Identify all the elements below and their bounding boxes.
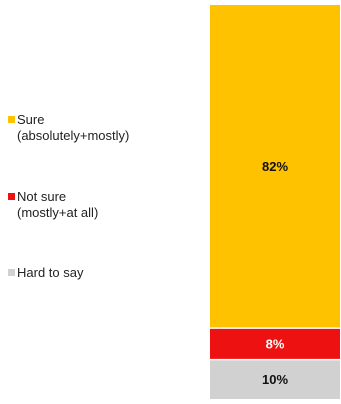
legend-label-not-sure: Not sure (mostly+at all) — [17, 189, 99, 220]
bar-segment-sure — [210, 5, 340, 329]
bar-segment-hard-to-say — [210, 359, 340, 399]
data-label-not-sure: 8% — [266, 336, 285, 351]
legend-item-not-sure: Not sure (mostly+at all) — [8, 189, 208, 221]
legend-swatch-hard-to-say — [8, 269, 15, 276]
legend-label-hard-to-say: Hard to say — [17, 265, 84, 280]
bar-segment-not-sure — [210, 328, 340, 360]
legend-swatch-not-sure — [8, 193, 15, 200]
legend-item-sure: Sure (absolutely+mostly) — [8, 112, 208, 144]
data-label-sure: 82% — [262, 159, 288, 174]
legend-item-hard-to-say: Hard to say — [8, 265, 208, 281]
data-label-hard-to-say: 10% — [262, 372, 288, 387]
legend-swatch-sure — [8, 116, 15, 123]
legend-label-sure: Sure (absolutely+mostly) — [17, 112, 130, 143]
